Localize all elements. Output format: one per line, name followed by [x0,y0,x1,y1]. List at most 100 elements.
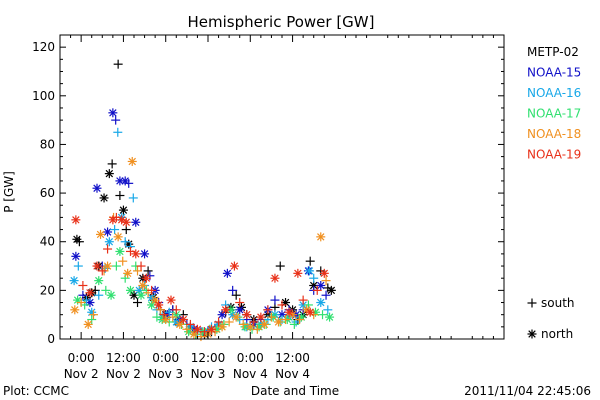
point-south [270,295,280,305]
point-north [108,108,118,118]
point-south [281,315,291,325]
point-north [125,285,135,295]
point-south [133,266,143,276]
point-north [273,317,283,327]
point-south [115,191,125,201]
point-south [88,310,98,320]
point-north [256,312,266,322]
point-north [235,305,245,315]
point-north [71,251,81,261]
point-north [92,261,102,271]
point-south [87,315,97,325]
point-north [207,324,217,334]
x-tick-time-label: 12:00 [191,351,226,365]
point-south [118,256,128,266]
point-south [312,285,322,295]
legend-marker-south [527,298,537,308]
point-north [319,268,329,278]
point-north [150,295,160,305]
point-north [221,305,231,315]
series-noaa-17 [73,246,335,339]
point-north [141,273,151,283]
point-north [71,215,81,225]
y-tick-label: 60 [40,186,55,200]
legend-label-north: north [541,327,573,341]
point-north [175,319,185,329]
x-tick-time-label: 0:00 [237,351,264,365]
point-south [214,317,224,327]
y-tick-label: 20 [40,283,55,297]
point-south [298,295,308,305]
point-north [138,280,148,290]
point-north [92,183,102,193]
point-south [182,324,192,334]
point-north [229,261,239,271]
point-north [259,319,269,329]
point-north [245,322,255,332]
point-north [178,315,188,325]
point-north [316,298,326,308]
point-south [275,261,285,271]
point-north [296,312,306,322]
point-south [305,256,315,266]
point-north [127,156,137,166]
point-north [69,276,79,286]
point-south [164,307,174,317]
point-north [222,268,232,278]
point-north [166,295,176,305]
point-south [321,276,331,286]
point-south [73,261,83,271]
legend-series-noaa-15: NOAA-15 [527,66,581,80]
legend-series-noaa-19: NOAA-19 [527,148,581,162]
x-tick-date-label: Nov 4 [233,367,268,381]
point-north [113,232,123,242]
point-south [81,295,91,305]
x-tick-date-label: Nov 3 [148,367,183,381]
point-south [238,319,248,329]
point-south [128,193,138,203]
point-south [231,290,241,300]
point-south [318,310,328,320]
point-south [143,266,153,276]
point-north [189,329,199,339]
point-south [110,225,120,235]
point-north [325,312,335,322]
point-north [103,261,113,271]
point-north [83,319,93,329]
point-north [115,246,125,256]
x-tick-date-label: Nov 2 [64,367,99,381]
legend-label-south: south [541,296,575,310]
legend-series-noaa-18: NOAA-18 [527,127,581,141]
point-south [133,298,143,308]
legend-series-metp-02: METP-02 [527,45,579,59]
point-north [270,273,280,283]
point-north [231,312,241,322]
point-south [168,312,178,322]
point-north [154,300,164,310]
point-south [101,285,111,295]
point-north [226,305,236,315]
point-north [99,193,109,203]
point-south [111,261,121,271]
point-south [196,332,206,342]
point-south [185,319,195,329]
point-south [235,298,245,308]
y-tick-label: 120 [32,40,55,54]
y-tick-label: 80 [40,137,55,151]
point-south [147,285,157,295]
point-south [252,324,262,334]
y-tick-label: 0 [47,332,55,346]
point-south [78,280,88,290]
point-south [113,127,123,137]
legend: METP-02 NOAA-15 NOAA-16 NOAA-17 NOAA-18 NOAA-… [527,45,581,341]
point-north [326,285,336,295]
x-tick-time-label: 0:00 [152,351,179,365]
x-tick-time-label: 12:00 [275,351,310,365]
point-south [124,178,134,188]
point-south [97,266,107,276]
point-north [131,249,141,259]
point-north [316,280,326,290]
point-south [113,59,123,69]
point-north [161,315,171,325]
chart-title: Hemispheric Power [GW] [188,13,375,31]
